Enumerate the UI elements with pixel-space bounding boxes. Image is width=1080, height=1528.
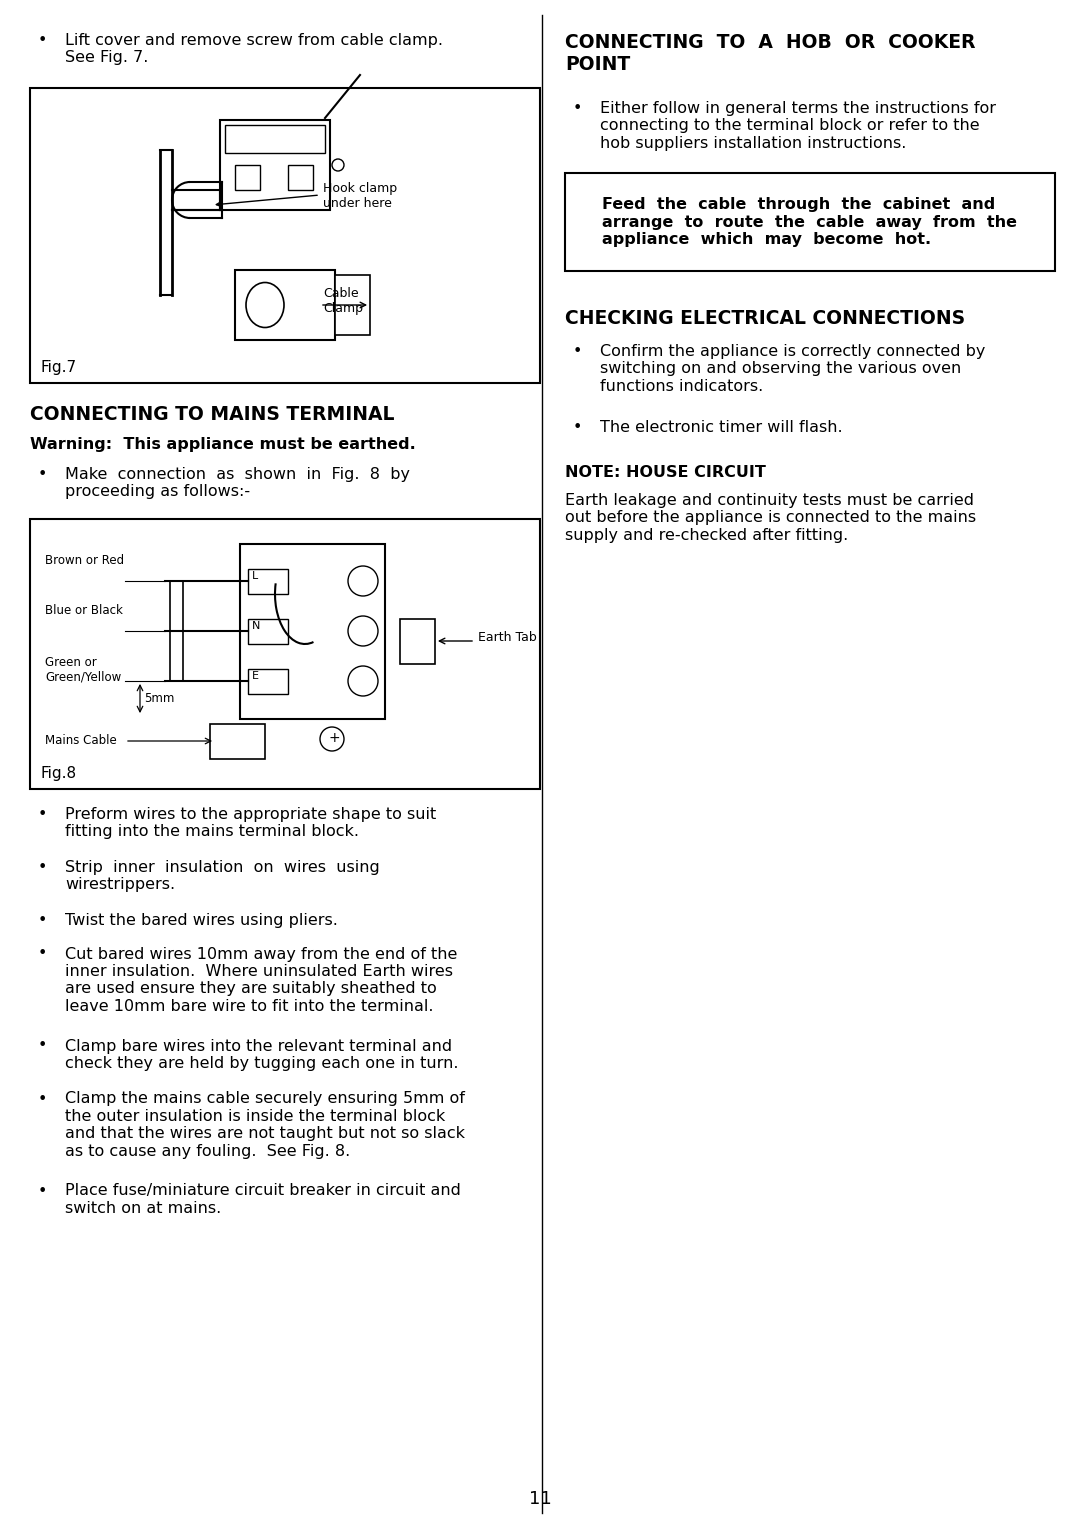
Text: N: N bbox=[252, 620, 260, 631]
Text: Strip  inner  insulation  on  wires  using
wirestrippers.: Strip inner insulation on wires using wi… bbox=[65, 860, 380, 892]
Bar bbox=[210, 724, 265, 759]
Text: Place fuse/miniature circuit breaker in circuit and
switch on at mains.: Place fuse/miniature circuit breaker in … bbox=[65, 1184, 461, 1216]
Text: Warning:  This appliance must be earthed.: Warning: This appliance must be earthed. bbox=[30, 437, 416, 452]
Circle shape bbox=[348, 616, 378, 646]
Text: Cut bared wires 10mm away from the end of the
inner insulation.  Where uninsulat: Cut bared wires 10mm away from the end o… bbox=[65, 946, 457, 1013]
Text: Clamp the mains cable securely ensuring 5mm of
the outer insulation is inside th: Clamp the mains cable securely ensuring … bbox=[65, 1091, 465, 1158]
Bar bbox=[248, 619, 288, 643]
Circle shape bbox=[348, 565, 378, 596]
Text: •: • bbox=[38, 468, 48, 481]
Text: Earth Tab: Earth Tab bbox=[478, 631, 537, 643]
Bar bbox=[30, 89, 540, 384]
Bar bbox=[335, 275, 370, 335]
Text: Lift cover and remove screw from cable clamp.
See Fig. 7.: Lift cover and remove screw from cable c… bbox=[65, 34, 443, 66]
Text: Fig.7: Fig.7 bbox=[40, 361, 76, 374]
Text: Blue or Black: Blue or Black bbox=[45, 604, 123, 617]
Text: Twist the bared wires using pliers.: Twist the bared wires using pliers. bbox=[65, 914, 338, 927]
Text: CONNECTING  TO  A  HOB  OR  COOKER
POINT: CONNECTING TO A HOB OR COOKER POINT bbox=[565, 34, 975, 73]
Text: Confirm the appliance is correctly connected by
switching on and observing the v: Confirm the appliance is correctly conne… bbox=[600, 344, 985, 394]
Text: Green or
Green/Yellow: Green or Green/Yellow bbox=[45, 656, 121, 685]
Text: CONNECTING TO MAINS TERMINAL: CONNECTING TO MAINS TERMINAL bbox=[30, 405, 394, 423]
Text: •: • bbox=[38, 914, 48, 927]
Text: L: L bbox=[252, 571, 258, 581]
Text: Fig.8: Fig.8 bbox=[40, 766, 76, 781]
Text: +: + bbox=[328, 730, 339, 746]
Text: E: E bbox=[252, 671, 259, 681]
Text: Feed  the  cable  through  the  cabinet  and
arrange  to  route  the  cable  awa: Feed the cable through the cabinet and a… bbox=[603, 197, 1017, 248]
Text: •: • bbox=[38, 34, 48, 47]
Text: 5mm: 5mm bbox=[144, 692, 174, 704]
Bar bbox=[288, 165, 313, 189]
Text: •: • bbox=[573, 420, 582, 435]
Bar bbox=[248, 669, 288, 694]
Text: CHECKING ELECTRICAL CONNECTIONS: CHECKING ELECTRICAL CONNECTIONS bbox=[565, 309, 966, 329]
Circle shape bbox=[320, 727, 345, 750]
Text: Mains Cable: Mains Cable bbox=[45, 735, 117, 747]
Text: Cable
Clamp: Cable Clamp bbox=[323, 287, 363, 315]
Text: Clamp bare wires into the relevant terminal and
check they are held by tugging e: Clamp bare wires into the relevant termi… bbox=[65, 1039, 459, 1071]
Text: The electronic timer will flash.: The electronic timer will flash. bbox=[600, 420, 842, 435]
Circle shape bbox=[332, 159, 345, 171]
Text: •: • bbox=[573, 344, 582, 359]
Text: NOTE: HOUSE CIRCUIT: NOTE: HOUSE CIRCUIT bbox=[565, 465, 766, 480]
Text: •: • bbox=[573, 101, 582, 116]
Ellipse shape bbox=[246, 283, 284, 327]
Text: Either follow in general terms the instructions for
connecting to the terminal b: Either follow in general terms the instr… bbox=[600, 101, 996, 151]
Text: •: • bbox=[38, 1039, 48, 1053]
Text: Hook clamp
under here: Hook clamp under here bbox=[323, 182, 397, 209]
Bar bbox=[248, 568, 288, 594]
Text: •: • bbox=[38, 1091, 48, 1106]
Bar bbox=[225, 125, 325, 153]
Bar bbox=[220, 121, 330, 209]
Bar bbox=[235, 165, 260, 189]
Text: •: • bbox=[38, 807, 48, 822]
Text: •: • bbox=[38, 1184, 48, 1198]
Text: Brown or Red: Brown or Red bbox=[45, 555, 124, 567]
Circle shape bbox=[348, 666, 378, 695]
Bar bbox=[30, 520, 540, 788]
Text: Make  connection  as  shown  in  Fig.  8  by
proceeding as follows:-: Make connection as shown in Fig. 8 by pr… bbox=[65, 468, 410, 500]
Text: 11: 11 bbox=[528, 1490, 552, 1508]
Text: •: • bbox=[38, 860, 48, 876]
Bar bbox=[400, 619, 435, 665]
Text: Preform wires to the appropriate shape to suit
fitting into the mains terminal b: Preform wires to the appropriate shape t… bbox=[65, 807, 436, 839]
Bar bbox=[565, 173, 1055, 270]
Text: •: • bbox=[38, 946, 48, 961]
Text: Earth leakage and continuity tests must be carried
out before the appliance is c: Earth leakage and continuity tests must … bbox=[565, 494, 976, 542]
Bar bbox=[235, 270, 335, 341]
Bar bbox=[240, 544, 384, 720]
